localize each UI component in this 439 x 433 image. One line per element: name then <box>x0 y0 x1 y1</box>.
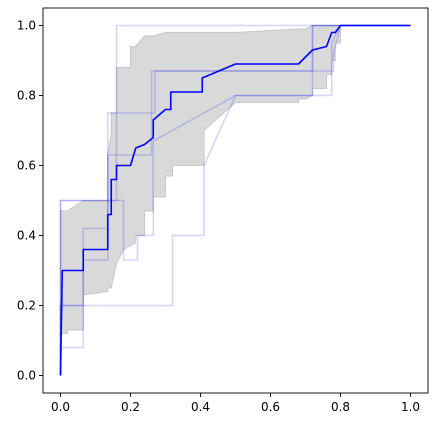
x-tick-label: 0.8 <box>331 400 350 414</box>
fold-line-3 <box>59 24 411 376</box>
plot-frame <box>42 7 429 394</box>
x-tick-label: 0.4 <box>191 400 210 414</box>
y-tick-label: 0.6 <box>17 159 36 173</box>
confidence-band-layer <box>60 25 411 376</box>
y-tick-label: 0.4 <box>17 229 36 243</box>
axes-layer: 0.0 0.2 0.4 0.6 0.8 1.0 0.0 0.2 0.4 0.6 0.8 1.0 <box>17 7 429 414</box>
fold-line-1 <box>59 24 411 376</box>
x-tick-label: 0.0 <box>51 400 70 414</box>
y-tick-label: 1.0 <box>17 19 36 33</box>
y-tick-label: 0.8 <box>17 89 36 103</box>
y-tick-label: 0.2 <box>17 299 36 313</box>
x-tick-label: 1.0 <box>401 400 420 414</box>
fold-line-2 <box>59 24 411 376</box>
fold-line-5 <box>59 24 411 376</box>
x-tick-label: 0.2 <box>121 400 140 414</box>
mean-line <box>59 24 411 376</box>
y-tick-label: 0.0 <box>17 369 36 383</box>
x-tick-label: 0.6 <box>261 400 280 414</box>
mean-line-layer <box>59 24 411 376</box>
confidence-band <box>60 25 411 376</box>
